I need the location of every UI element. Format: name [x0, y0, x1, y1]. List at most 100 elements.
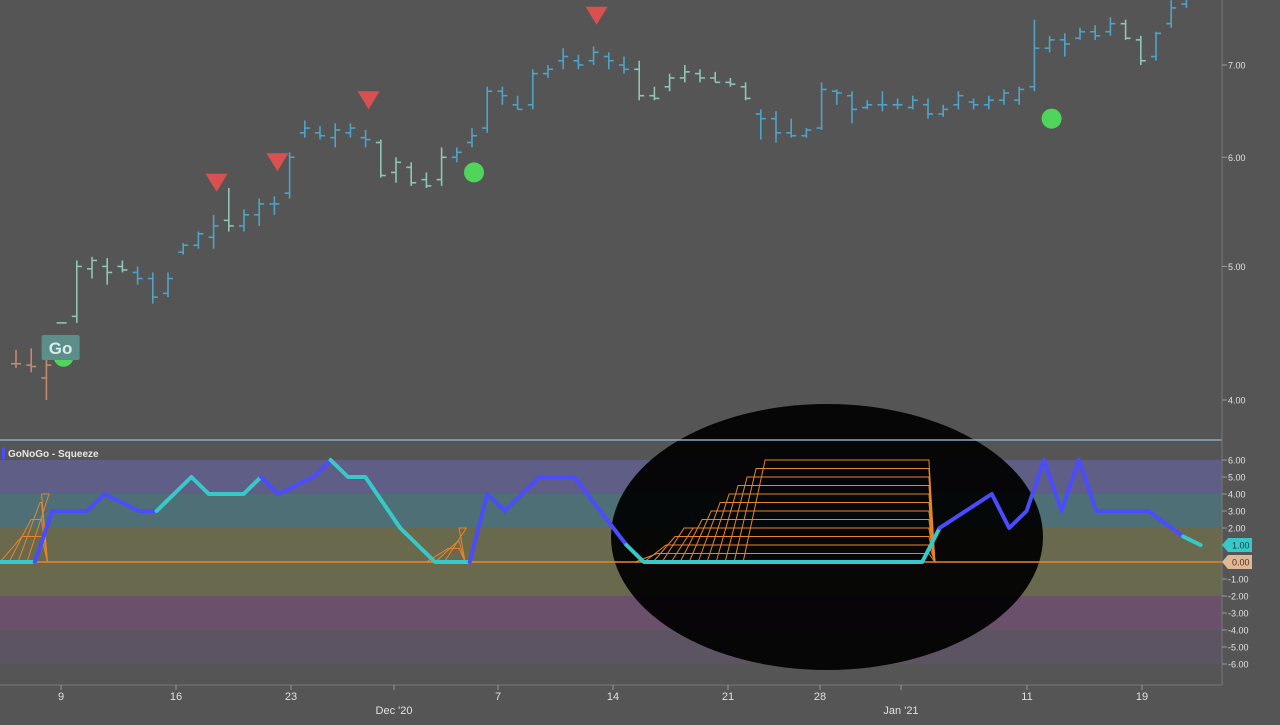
month-tick-label: Jan '21 [883, 705, 918, 717]
osc-tick-label: 5.00 [1228, 473, 1246, 483]
price-bar [467, 128, 477, 148]
price-bar [527, 69, 538, 110]
price-bar [983, 95, 994, 110]
price-bar [451, 147, 462, 163]
time-axis[interactable]: 9 16 23 7 14 21 28 11 19 Dec '20 Jan '21 [0, 684, 1222, 717]
price-bar [999, 89, 1009, 105]
price-bar [1090, 25, 1101, 40]
osc-tick-label: -3.00 [1228, 609, 1249, 619]
squeeze-line [742, 459, 936, 563]
price-bar [831, 89, 842, 105]
go-dot-icon [1041, 108, 1062, 129]
price-tick: 5.00 [1222, 262, 1246, 272]
day-tick-label: 19 [1136, 691, 1148, 703]
day-tick: 19 [1136, 685, 1148, 703]
osc-tick: -1.00 [1222, 575, 1249, 585]
oscillator-line [467, 475, 629, 564]
squeeze-line [434, 541, 466, 563]
squeeze-line [634, 553, 936, 563]
price-bar [11, 349, 21, 368]
price-bar [801, 128, 812, 138]
price-bars-layer [11, 0, 1188, 400]
oscillator-layer [0, 458, 1222, 564]
day-tick-label: 21 [722, 691, 734, 703]
go-label-text: Go [49, 339, 73, 358]
osc-tick: -5.00 [1222, 643, 1249, 653]
osc-tick-label: -4.00 [1228, 626, 1249, 636]
month-tick-label: Dec '20 [376, 705, 413, 717]
oscillator-line [32, 492, 159, 564]
go-label-badge: Go [41, 335, 80, 360]
indicator-legend[interactable]: GoNoGo - Squeeze [2, 447, 99, 460]
osc-tick: -3.00 [1222, 609, 1249, 619]
day-tick-label: 28 [814, 691, 826, 703]
price-bar [26, 348, 37, 373]
month-tick: Dec '20 [376, 685, 413, 717]
oscillator-line [1181, 534, 1203, 547]
price-bar [695, 69, 705, 83]
price-bar [1044, 35, 1055, 53]
osc-tick: -2.00 [1222, 592, 1249, 602]
oscillator-line [624, 526, 942, 564]
oscillator-line [328, 458, 472, 564]
price-bar [1120, 19, 1131, 40]
osc-tick-label: -1.00 [1228, 575, 1249, 585]
day-tick: 11 [1021, 685, 1033, 703]
price-bar [132, 266, 143, 285]
sell-triangle-icon [266, 153, 289, 172]
osc-tick-label: 6.00 [1228, 456, 1246, 466]
price-bar [360, 129, 371, 148]
price-bar [634, 60, 645, 101]
price-bar [193, 231, 204, 249]
day-tick: 16 [170, 685, 182, 703]
price-axis[interactable]: 7.00 6.00 5.00 4.00 [1222, 61, 1246, 406]
day-tick: 14 [607, 685, 619, 703]
price-bar [892, 98, 903, 110]
price-bar [588, 46, 599, 65]
price-bar [1151, 31, 1161, 61]
day-tick: 7 [495, 685, 501, 703]
oscillator-axis[interactable]: 6.00 5.00 4.00 3.00 2.00 1.00 -1.00 -2.00 -3.00 -… [1222, 456, 1252, 670]
osc-tick: -6.00 [1222, 660, 1249, 670]
price-bar [771, 111, 781, 143]
price-bar [299, 120, 310, 138]
price-tick: 7.00 [1222, 61, 1246, 71]
price-bar [178, 242, 189, 255]
day-tick-label: 9 [58, 691, 64, 703]
price-bar [619, 56, 629, 74]
day-tick: 21 [722, 685, 734, 703]
price-bar [603, 52, 614, 70]
osc-tick: 5.00 [1222, 473, 1246, 483]
current-value-label: 1.00 [1232, 541, 1250, 551]
squeeze-line [652, 536, 936, 563]
price-bar [664, 73, 675, 92]
price-tick-label: 4.00 [1228, 396, 1246, 406]
price-bar [315, 126, 325, 140]
osc-tick-label: -6.00 [1228, 660, 1249, 670]
day-tick: 9 [58, 685, 64, 703]
price-bar [558, 48, 569, 70]
osc-tick: 2.00 [1222, 524, 1246, 534]
price-bar [755, 109, 766, 140]
price-bar [421, 172, 432, 188]
price-bar [163, 272, 173, 298]
price-bar [649, 86, 660, 101]
price-bar [968, 98, 979, 110]
current-value-badge[interactable] [1222, 538, 1252, 552]
price-bar [877, 91, 888, 112]
zero-value-badge[interactable] [1222, 555, 1252, 569]
price-bar [1029, 19, 1040, 92]
squeeze-line [643, 544, 936, 563]
price-bar [938, 104, 949, 117]
price-bar [512, 95, 523, 111]
price-bar [41, 359, 52, 400]
price-bar [330, 123, 341, 148]
go-label-box [41, 335, 80, 360]
price-bar [497, 86, 508, 105]
day-tick-label: 14 [607, 691, 619, 703]
day-tick: 23 [285, 685, 297, 703]
day-tick-label: 16 [170, 691, 182, 703]
price-bar [117, 260, 128, 273]
price-bar [679, 65, 690, 83]
